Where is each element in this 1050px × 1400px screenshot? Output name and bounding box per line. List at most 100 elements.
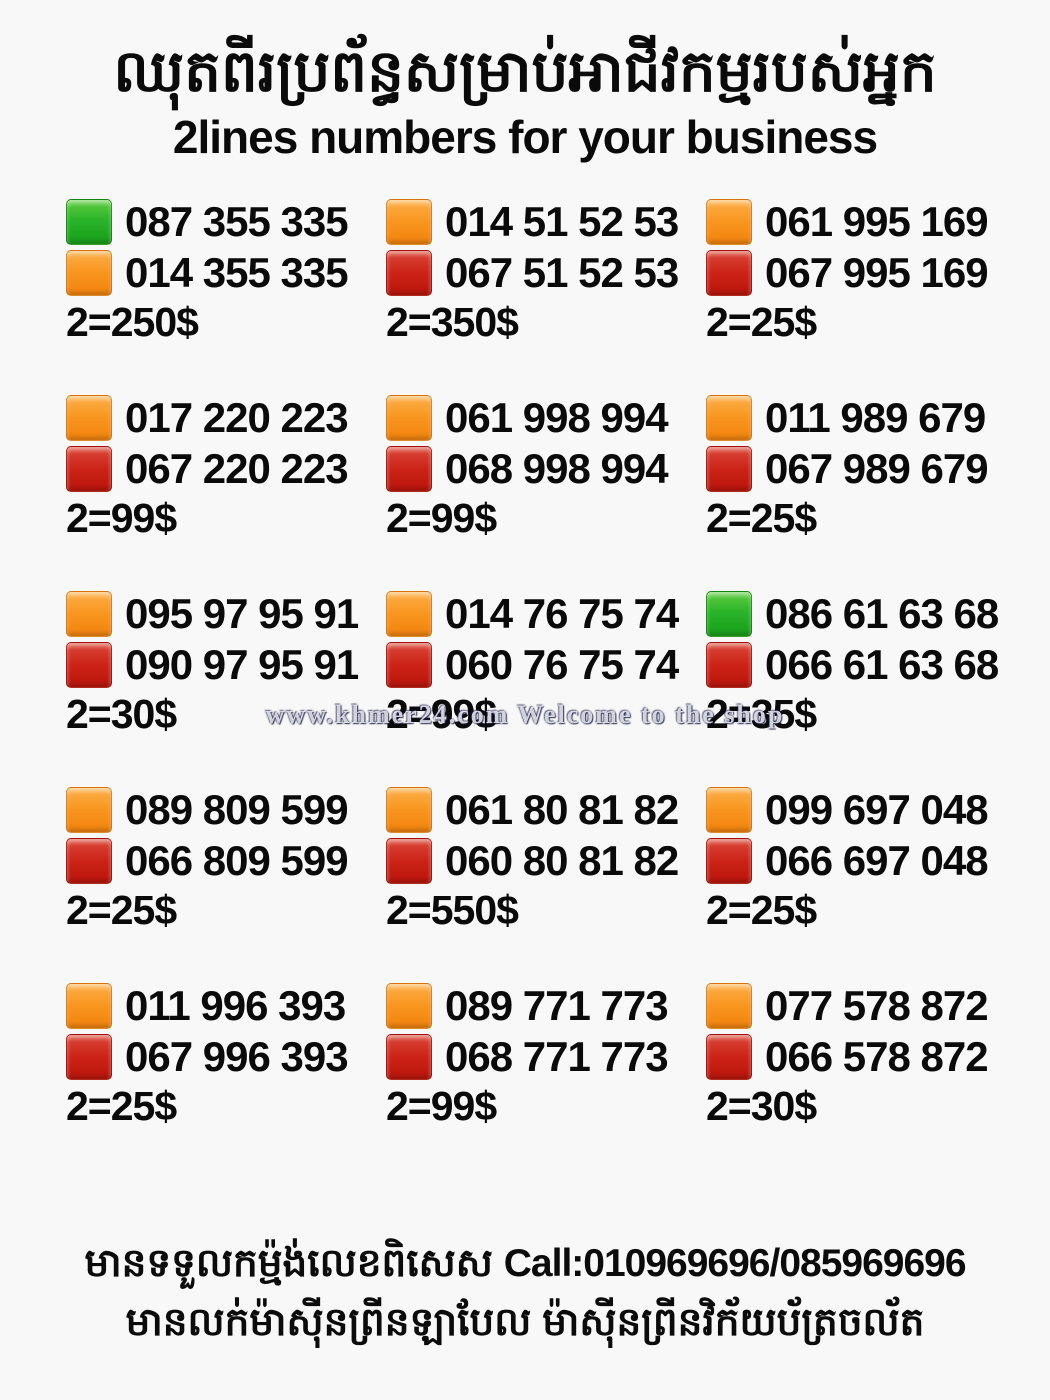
sim-line: 011 996 393 xyxy=(66,982,386,1030)
sim-line: 089 809 599 xyxy=(66,786,386,834)
pair-price: 2=25$ xyxy=(706,887,817,934)
sim-line: 017 220 223 xyxy=(66,394,386,442)
sim-line: 090 97 95 91 xyxy=(66,641,386,689)
sim-line: 067 996 393 xyxy=(66,1033,386,1081)
phone-number: 067 989 679 xyxy=(765,445,989,493)
poster-footer: មានទទួលកម្ម៉ង់លេខពិសេស Call:010969696/08… xyxy=(0,1238,1050,1349)
phone-number: 061 995 169 xyxy=(765,198,989,246)
pair-price: 2=250$ xyxy=(66,299,199,346)
sim-color-square xyxy=(706,642,752,689)
phone-number: 060 80 81 82 xyxy=(445,837,679,885)
sim-line: 066 809 599 xyxy=(66,837,386,885)
phone-number: 061 80 81 82 xyxy=(445,786,679,834)
pair-price: 2=30$ xyxy=(706,1083,817,1130)
pair-price: 2=350$ xyxy=(386,299,519,346)
phone-number: 061 998 994 xyxy=(445,394,669,442)
sim-color-square xyxy=(706,1034,752,1081)
sim-line: 061 80 81 82 xyxy=(386,786,706,834)
footer-khmer-text: មានទទួលកម្ម៉ង់លេខពិសេស xyxy=(84,1242,504,1285)
phone-number: 066 61 63 68 xyxy=(765,641,999,689)
sim-color-square xyxy=(706,787,752,834)
phone-number: 090 97 95 91 xyxy=(125,641,359,689)
pair-price: 2=550$ xyxy=(386,887,519,934)
sim-line: 099 697 048 xyxy=(706,787,1026,834)
sim-color-square xyxy=(386,591,432,638)
phone-number: 014 51 52 53 xyxy=(445,198,679,246)
sim-line: 086 61 63 68 xyxy=(706,591,1026,638)
phone-number: 087 355 335 xyxy=(125,198,349,246)
sim-line: 067 220 223 xyxy=(66,445,386,493)
phone-number: 067 996 393 xyxy=(125,1033,349,1081)
phone-number: 067 220 223 xyxy=(125,445,349,493)
pair-price: 2=30$ xyxy=(66,691,177,738)
phone-number: 067 995 169 xyxy=(765,249,989,297)
sim-line: 014 51 52 53 xyxy=(386,198,706,246)
number-grid: 087 355 335 014 355 335 2=250$ 014 51 52… xyxy=(0,199,1050,1127)
phone-number: 017 220 223 xyxy=(125,394,349,442)
phone-number: 014 76 75 74 xyxy=(445,590,679,638)
sim-line: 068 771 773 xyxy=(386,1033,706,1081)
sim-line: 061 998 994 xyxy=(386,394,706,442)
phone-number: 011 996 393 xyxy=(125,982,346,1030)
number-cell: 011 996 393 067 996 393 2=25$ xyxy=(66,983,386,1127)
sim-line: 011 989 679 xyxy=(706,394,1026,442)
sim-line: 014 76 75 74 xyxy=(386,590,706,638)
number-cell: 014 76 75 74 060 76 75 74 2=99$ xyxy=(386,591,706,735)
sim-line: 095 97 95 91 xyxy=(66,591,386,638)
number-cell: 086 61 63 68 066 61 63 68 2=35$ xyxy=(706,591,1026,735)
sim-color-square xyxy=(66,591,112,638)
sim-color-square xyxy=(66,446,112,493)
sim-color-square xyxy=(66,250,112,297)
pair-price: 2=99$ xyxy=(386,1083,497,1130)
number-cell: 077 578 872 066 578 872 2=30$ xyxy=(706,983,1026,1127)
sim-line: 060 76 75 74 xyxy=(386,641,706,689)
sim-line: 067 995 169 xyxy=(706,249,1026,297)
footer-order-line: មានទទួលកម្ម៉ង់លេខពិសេស Call:010969696/08… xyxy=(0,1238,1050,1291)
number-cell: 061 998 994 068 998 994 2=99$ xyxy=(386,395,706,539)
sim-color-square xyxy=(66,787,112,834)
sim-color-square xyxy=(386,642,432,689)
sim-color-square xyxy=(706,250,752,297)
phone-number: 068 771 773 xyxy=(445,1033,669,1081)
title-english: 2lines numbers for your business xyxy=(172,110,878,163)
phone-number: 066 809 599 xyxy=(125,837,349,885)
sim-color-square xyxy=(706,199,752,246)
phone-number: 011 989 679 xyxy=(765,394,986,442)
phone-number: 089 771 773 xyxy=(445,982,669,1030)
sim-line: 068 998 994 xyxy=(386,445,706,493)
pair-price: 2=99$ xyxy=(386,691,497,738)
phone-number: 068 998 994 xyxy=(445,445,669,493)
sim-line: 067 51 52 53 xyxy=(386,250,706,297)
sim-color-square xyxy=(706,983,752,1030)
footer-printer-line: មានលក់ម៉ាស៊ីនព្រីនឡាបែល ម៉ាស៊ីនព្រីនវិក័… xyxy=(125,1300,925,1344)
phone-number: 089 809 599 xyxy=(125,786,349,834)
number-cell: 011 989 679 067 989 679 2=25$ xyxy=(706,395,1026,539)
phone-number: 014 355 335 xyxy=(125,249,349,297)
phone-number: 066 697 048 xyxy=(765,837,989,885)
phone-number: 060 76 75 74 xyxy=(445,641,679,689)
pair-price: 2=99$ xyxy=(386,495,497,542)
sim-line: 066 578 872 xyxy=(706,1033,1026,1081)
sim-color-square xyxy=(66,983,112,1030)
pair-price: 2=25$ xyxy=(66,887,177,934)
sim-color-square xyxy=(706,446,752,493)
phone-number: 066 578 872 xyxy=(765,1033,989,1081)
sim-color-square xyxy=(386,787,432,834)
sim-color-square xyxy=(386,1034,432,1081)
pair-price: 2=35$ xyxy=(706,691,817,738)
sim-color-square xyxy=(66,838,112,885)
sim-color-square xyxy=(386,983,432,1030)
number-cell: 061 80 81 82 060 80 81 82 2=550$ xyxy=(386,787,706,931)
sim-line: 077 578 872 xyxy=(706,983,1026,1030)
sim-color-square xyxy=(66,395,112,442)
sim-color-square xyxy=(66,199,112,246)
sim-color-square xyxy=(386,446,432,493)
number-cell: 089 809 599 066 809 599 2=25$ xyxy=(66,787,386,931)
title-khmer: ឈុតពីរប្រព័ន្ធសម្រាប់អាជីវកម្មរបស់អ្នក xyxy=(113,39,937,104)
number-cell: 017 220 223 067 220 223 2=99$ xyxy=(66,395,386,539)
pair-price: 2=25$ xyxy=(706,495,817,542)
sim-line: 060 80 81 82 xyxy=(386,837,706,885)
sim-line: 066 61 63 68 xyxy=(706,641,1026,689)
number-cell: 099 697 048 066 697 048 2=25$ xyxy=(706,787,1026,931)
sim-color-square xyxy=(386,395,432,442)
